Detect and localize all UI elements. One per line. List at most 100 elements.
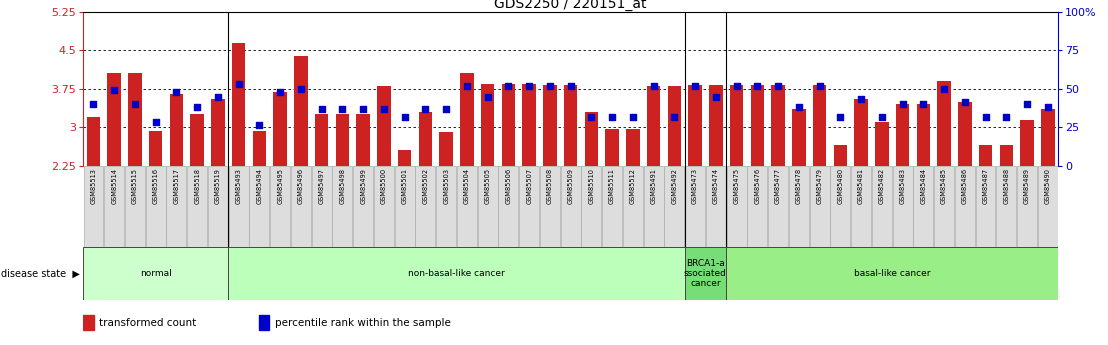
Text: GSM85506: GSM85506 <box>505 168 512 204</box>
Bar <box>208 166 228 247</box>
Bar <box>83 166 103 247</box>
Point <box>293 86 310 91</box>
Text: GSM85491: GSM85491 <box>650 168 657 204</box>
Bar <box>311 166 331 247</box>
Bar <box>502 84 515 166</box>
Bar <box>148 131 163 166</box>
Point <box>749 83 767 89</box>
Bar <box>792 109 806 166</box>
Bar <box>107 73 121 166</box>
Text: GSM85484: GSM85484 <box>921 168 926 204</box>
Text: GSM85489: GSM85489 <box>1024 168 1030 204</box>
Point <box>976 114 994 120</box>
Bar <box>602 166 622 247</box>
Bar <box>730 85 743 166</box>
Bar <box>727 166 747 247</box>
Bar <box>249 166 269 247</box>
Point <box>997 114 1015 120</box>
Bar <box>274 92 287 166</box>
Bar <box>146 166 166 247</box>
Text: GSM85509: GSM85509 <box>567 168 574 204</box>
Point <box>624 114 642 120</box>
Bar <box>958 102 972 166</box>
Text: GSM85480: GSM85480 <box>838 168 843 204</box>
Text: GSM85475: GSM85475 <box>733 168 739 204</box>
Bar <box>191 115 204 166</box>
Bar <box>582 166 602 247</box>
Text: GSM85492: GSM85492 <box>671 168 677 204</box>
Text: GSM85504: GSM85504 <box>464 168 470 204</box>
Bar <box>561 166 581 247</box>
Bar <box>768 166 788 247</box>
Bar <box>709 85 722 166</box>
Point <box>707 94 725 99</box>
Text: GSM85473: GSM85473 <box>692 168 698 204</box>
Bar <box>481 84 494 166</box>
Text: GSM85505: GSM85505 <box>484 168 491 204</box>
Bar <box>706 166 726 247</box>
Bar <box>416 166 435 247</box>
Text: GSM85488: GSM85488 <box>1003 168 1009 204</box>
Text: GSM85483: GSM85483 <box>900 168 905 204</box>
Bar <box>166 166 186 247</box>
Bar <box>394 166 414 247</box>
Bar <box>187 166 207 247</box>
Point <box>229 81 247 87</box>
Bar <box>893 166 913 247</box>
Point <box>686 83 704 89</box>
Text: BRCA1-a
ssociated
cancer: BRCA1-a ssociated cancer <box>684 258 727 288</box>
Point <box>873 114 891 120</box>
Text: GSM85511: GSM85511 <box>609 168 615 204</box>
Text: GSM85516: GSM85516 <box>153 168 158 204</box>
Text: GSM85502: GSM85502 <box>422 168 429 204</box>
Bar <box>810 166 830 247</box>
Bar <box>913 166 933 247</box>
Bar <box>895 104 910 166</box>
Bar <box>375 166 393 247</box>
Bar <box>685 166 705 247</box>
Bar <box>270 166 290 247</box>
Bar <box>520 166 540 247</box>
Bar <box>253 131 266 166</box>
Bar <box>1017 166 1037 247</box>
Bar <box>647 86 660 166</box>
Text: GSM85512: GSM85512 <box>629 168 636 204</box>
Bar <box>353 166 373 247</box>
Text: basal-like cancer: basal-like cancer <box>854 269 931 278</box>
Text: GSM85494: GSM85494 <box>256 168 263 204</box>
Point <box>417 107 434 112</box>
Point <box>167 90 185 95</box>
Bar <box>86 117 100 166</box>
Bar <box>996 166 1016 247</box>
Point <box>105 88 123 93</box>
Text: GSM85476: GSM85476 <box>755 168 760 204</box>
Text: GSM85481: GSM85481 <box>858 168 864 204</box>
Bar <box>771 85 784 166</box>
Bar <box>854 99 868 166</box>
Bar <box>377 86 391 166</box>
Bar <box>750 85 765 166</box>
Text: GSM85517: GSM85517 <box>174 168 179 204</box>
Bar <box>460 73 473 166</box>
Bar <box>540 166 560 247</box>
Bar <box>232 43 246 166</box>
Point <box>894 101 912 107</box>
Point <box>334 107 351 112</box>
Point <box>396 114 413 120</box>
Bar <box>937 81 951 166</box>
Bar <box>1020 120 1034 166</box>
Point <box>811 83 829 89</box>
Text: GSM85493: GSM85493 <box>236 168 242 204</box>
Text: GSM85490: GSM85490 <box>1045 168 1050 204</box>
Bar <box>975 166 995 247</box>
Bar <box>668 86 681 166</box>
Bar <box>291 166 311 247</box>
Point <box>250 122 268 127</box>
Text: transformed count: transformed count <box>100 318 197 327</box>
Point <box>562 83 579 89</box>
Bar <box>1042 109 1055 166</box>
Bar <box>851 166 871 247</box>
Text: GSM85485: GSM85485 <box>941 168 947 204</box>
Bar <box>726 247 1058 300</box>
Bar <box>916 104 930 166</box>
